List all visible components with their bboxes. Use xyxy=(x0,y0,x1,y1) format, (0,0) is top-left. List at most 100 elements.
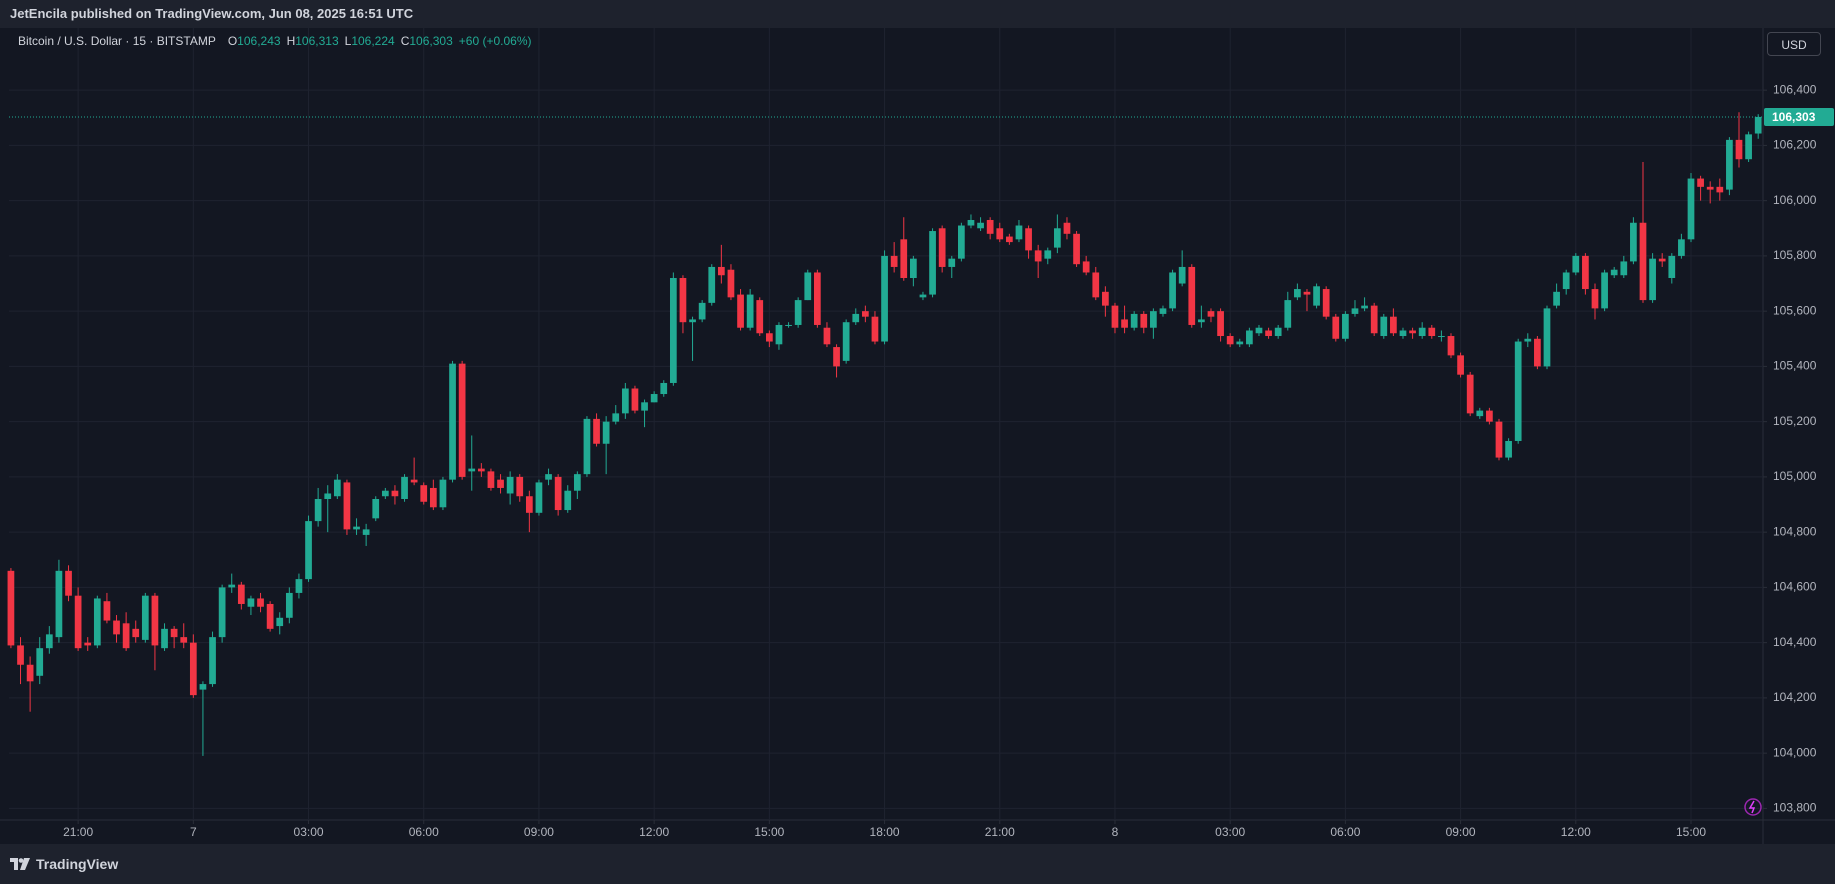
candle-body xyxy=(1687,178,1695,240)
ohlc-value: 106,313 xyxy=(295,34,339,48)
candle-body xyxy=(1591,289,1599,309)
candle-body xyxy=(1073,233,1080,265)
candle-body xyxy=(871,316,879,342)
candle-body xyxy=(343,482,351,530)
candle-body xyxy=(1380,316,1388,337)
x-tick-label: 03:00 xyxy=(1215,825,1245,839)
candle-body xyxy=(1265,330,1272,337)
ohlc-value: 106,243 xyxy=(237,34,281,48)
candle-body xyxy=(1361,305,1368,309)
candle-body xyxy=(650,394,658,403)
y-tick-label: 104,000 xyxy=(1773,745,1817,759)
candle-body xyxy=(161,628,168,649)
symbol-name: Bitcoin / U.S. Dollar · 15 · BITSTAMP xyxy=(18,34,216,48)
axes: 103,800 104,000 104,200 104,400 104,600 104,8… xyxy=(63,82,1834,839)
candle-body xyxy=(1534,338,1541,367)
candle-body xyxy=(1159,308,1167,314)
candle-body xyxy=(55,570,63,638)
candle-body xyxy=(1390,316,1397,334)
candle-body xyxy=(1169,272,1176,309)
candle-body xyxy=(1630,222,1637,262)
candle-body xyxy=(1121,319,1128,328)
y-tick-label: 105,400 xyxy=(1773,359,1817,373)
y-tick-label: 104,800 xyxy=(1773,524,1817,538)
change: +60 (+0.06%) xyxy=(458,34,532,48)
x-tick-label: 21:00 xyxy=(63,825,93,839)
candle-body xyxy=(1342,313,1349,339)
candle-body xyxy=(1582,255,1589,290)
candle-body xyxy=(353,526,360,530)
candle-body xyxy=(813,272,821,325)
candle-body xyxy=(449,363,456,480)
candle-body xyxy=(679,278,687,323)
candle-body xyxy=(1505,440,1512,458)
candle-body xyxy=(1082,261,1090,273)
footer: TradingView xyxy=(0,844,1835,884)
candle-body xyxy=(1198,319,1205,323)
candle-body xyxy=(602,421,610,444)
candle-body xyxy=(910,258,917,279)
candle-body xyxy=(919,294,927,298)
ohlc-value: 106,224 xyxy=(351,34,395,48)
candle-body xyxy=(1063,222,1071,234)
y-tick-label: 106,400 xyxy=(1773,82,1817,96)
candle-body xyxy=(151,595,159,646)
candle-body xyxy=(84,642,92,646)
candle-body xyxy=(1006,236,1013,243)
candle-body xyxy=(381,490,389,497)
candle-body xyxy=(247,598,255,607)
candle-body xyxy=(420,485,428,502)
x-tick-label: 7 xyxy=(190,825,197,839)
candle-body xyxy=(583,418,591,475)
candle-body xyxy=(141,595,149,640)
candle-body xyxy=(1524,338,1532,342)
candle-body xyxy=(1706,186,1714,190)
publish-info: JetEncila published on TradingView.com, … xyxy=(10,6,414,21)
candle-body xyxy=(1543,308,1551,367)
candle-body xyxy=(612,413,620,422)
brand-name: TradingView xyxy=(36,856,119,872)
candle-body xyxy=(573,474,581,491)
candle-body xyxy=(209,637,216,685)
candle-body xyxy=(1130,313,1138,328)
candle-body xyxy=(468,468,476,472)
candle-body xyxy=(1601,272,1608,309)
candle-body xyxy=(1726,139,1733,190)
candle-body xyxy=(103,601,111,621)
candle-body xyxy=(180,637,188,643)
candle-body xyxy=(1015,225,1023,240)
candle-body xyxy=(756,300,764,334)
candle-body xyxy=(890,255,898,267)
candle-body xyxy=(257,598,264,607)
candle-body xyxy=(285,592,293,618)
candle-body xyxy=(1697,178,1704,187)
candle-body xyxy=(746,294,754,328)
brand-logo xyxy=(10,858,30,870)
y-tick-label: 105,000 xyxy=(1773,469,1817,483)
candle-body xyxy=(1457,355,1464,375)
candle-body xyxy=(1226,336,1234,345)
candle-body xyxy=(1303,291,1311,295)
ohlc-key: L xyxy=(344,34,352,48)
candle-body xyxy=(45,634,53,649)
candle-body xyxy=(1351,308,1359,314)
candle-body xyxy=(1418,327,1426,337)
candle-body xyxy=(842,322,850,361)
candle-body xyxy=(1054,228,1061,248)
candle-body xyxy=(1486,410,1493,422)
alert-icon xyxy=(1744,798,1762,816)
candle-body xyxy=(621,388,629,414)
candle-body xyxy=(1274,327,1282,337)
candle-body xyxy=(391,490,399,497)
candle-body xyxy=(1658,258,1666,262)
x-tick-label: 15:00 xyxy=(754,825,784,839)
candle-body xyxy=(276,617,284,627)
currency-button[interactable]: USD xyxy=(1767,32,1821,56)
ohlc-key: C xyxy=(400,34,410,48)
candle-body xyxy=(765,333,773,342)
candle-body xyxy=(852,313,860,323)
ohlc-key: O xyxy=(227,34,238,48)
candle-body xyxy=(1207,311,1215,317)
